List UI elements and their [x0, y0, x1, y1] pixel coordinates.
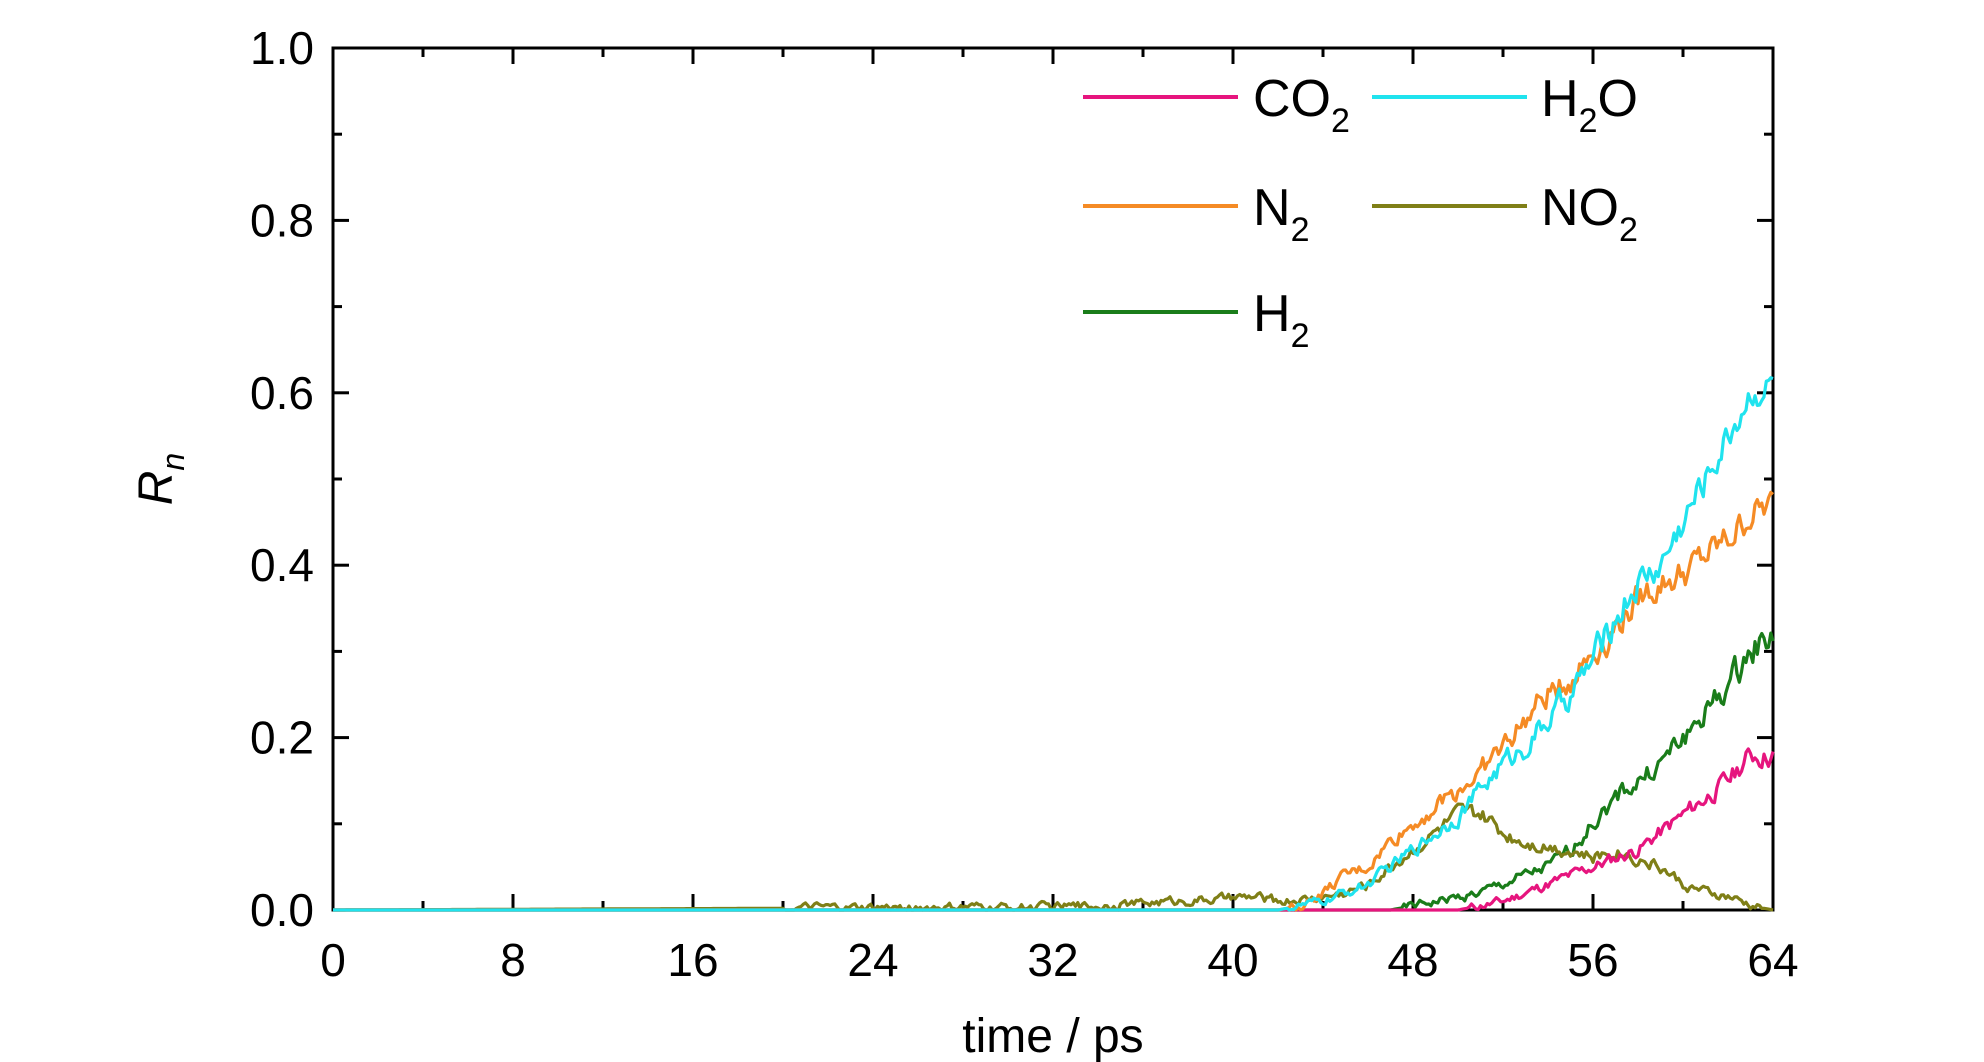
y-tick-label: 0.4 [250, 539, 314, 591]
y-axis-title-main: R [130, 471, 183, 506]
series-line-h2 [333, 631, 1775, 912]
plot-frame [331, 46, 1775, 912]
y-axis-title-text: Rn [130, 453, 191, 505]
tick-marks [331, 46, 1775, 912]
y-tick-label: 0.8 [250, 194, 314, 246]
y-axis-title: Rn [130, 453, 191, 505]
y-tick-label: 1.0 [250, 22, 314, 74]
y-axis-title-subscript: n [155, 453, 191, 471]
y-tick-labels: 0.0 0.2 0.4 0.6 0.8 1.0 [250, 22, 314, 936]
x-tick-labels: 0 8 16 24 32 40 48 56 64 [320, 934, 1798, 986]
y-tick-label: 0.6 [250, 367, 314, 419]
y-tick-label: 0.2 [250, 712, 314, 764]
x-tick-label: 40 [1207, 934, 1258, 986]
legend-label-co2: CO2 [1253, 70, 1350, 140]
y-tick-label: 0.0 [250, 884, 314, 936]
x-tick-label: 8 [500, 934, 526, 986]
x-axis-title: time / ps [962, 1010, 1143, 1062]
x-tick-label: 56 [1567, 934, 1618, 986]
x-tick-label: 64 [1747, 934, 1798, 986]
x-tick-label: 48 [1387, 934, 1438, 986]
x-tick-label: 24 [847, 934, 898, 986]
legend: CO2 H2O N2 NO2 H2 [1083, 70, 1638, 355]
x-tick-label: 16 [667, 934, 718, 986]
series-layer [333, 376, 1775, 912]
series-line-h2o [333, 376, 1774, 912]
legend-label-n2: N2 [1253, 179, 1309, 249]
legend-label-h2o: H2O [1541, 70, 1638, 140]
x-tick-label: 32 [1027, 934, 1078, 986]
legend-label-no2: NO2 [1541, 179, 1638, 249]
series-line-co2 [333, 747, 1775, 912]
legend-label-h2: H2 [1253, 285, 1309, 355]
x-tick-label: 0 [320, 934, 346, 986]
